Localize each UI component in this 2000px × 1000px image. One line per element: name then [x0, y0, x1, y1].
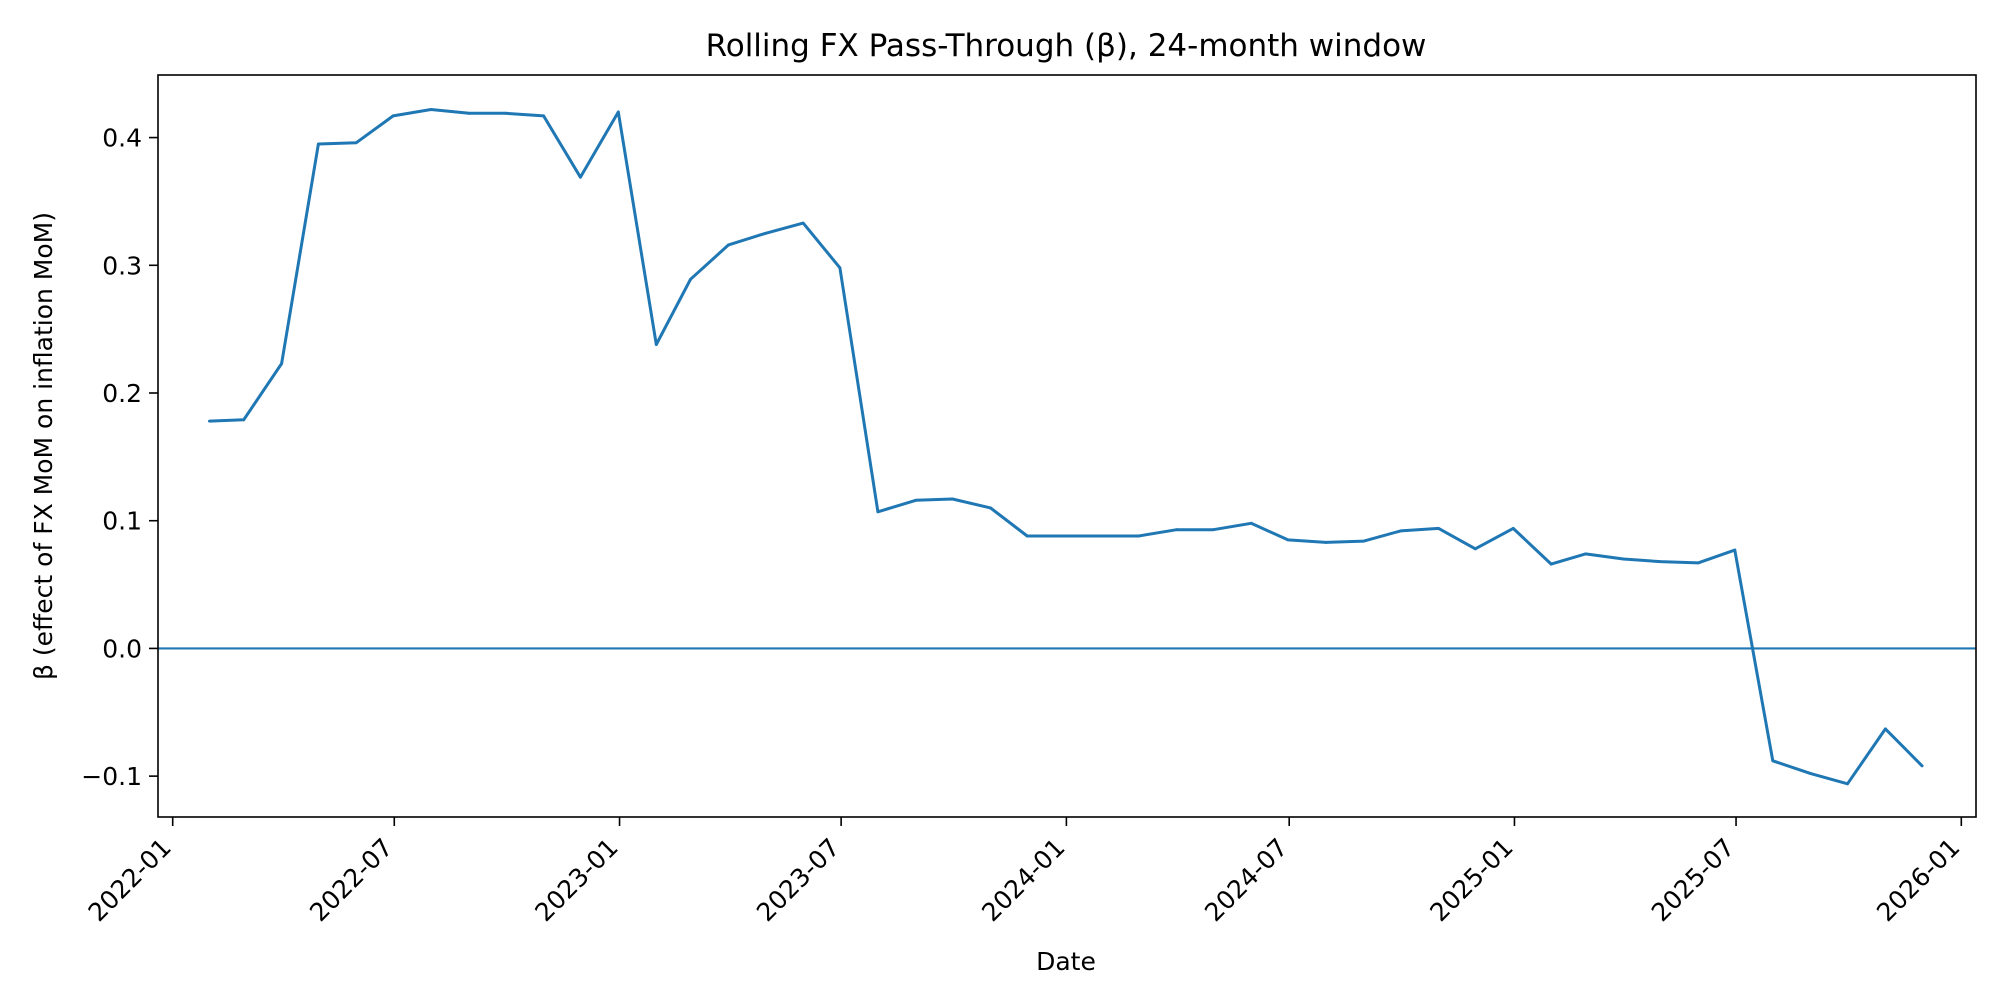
data-point: [763, 231, 767, 235]
x-tick-label: 2026-01: [1871, 833, 1965, 927]
x-tick-label: 2022-07: [304, 833, 398, 927]
x-tick-label: 2023-07: [751, 833, 845, 927]
data-point: [1399, 529, 1403, 533]
data-point: [1249, 521, 1253, 525]
data-point: [429, 108, 433, 111]
series-line: [209, 108, 1924, 786]
data-point: [838, 266, 842, 270]
data-point: [1101, 534, 1105, 538]
plot-area: [158, 108, 1976, 786]
data-point: [1175, 528, 1178, 532]
y-tick-label: 0.0: [102, 634, 142, 663]
x-tick-label: 2025-07: [1646, 833, 1740, 927]
data-point: [654, 343, 658, 346]
y-tick-label: 0.2: [102, 379, 142, 408]
x-tick-label: 2023-01: [529, 833, 623, 927]
data-point: [208, 419, 211, 423]
data-point: [1473, 547, 1477, 551]
data-point: [1511, 526, 1515, 530]
data-point: [578, 175, 582, 179]
data-point: [1211, 528, 1215, 532]
data-point: [1809, 772, 1813, 775]
data-point: [1549, 562, 1553, 566]
data-point: [1137, 534, 1141, 538]
data-point: [542, 114, 546, 118]
data-point: [1846, 782, 1849, 786]
y-tick-label: 0.1: [102, 507, 142, 536]
data-point: [801, 221, 805, 225]
x-tick-label: 2022-01: [83, 833, 177, 927]
data-point: [616, 110, 620, 114]
data-point: [689, 277, 692, 281]
data-point: [1286, 538, 1290, 542]
data-point: [1771, 759, 1775, 763]
data-point: [989, 506, 992, 510]
data-point: [1622, 557, 1625, 561]
y-tick-label: 0.3: [102, 251, 142, 280]
data-point: [1063, 534, 1067, 538]
x-tick-label: 2025-01: [1424, 833, 1518, 927]
data-point: [1584, 552, 1587, 556]
y-tick-label: 0.4: [102, 124, 142, 153]
data-point: [316, 142, 320, 146]
y-axis: −0.1 0.0 0.1 0.2 0.3 0.4: [81, 124, 158, 791]
data-point: [1437, 526, 1440, 530]
data-point: [1658, 560, 1662, 563]
data-point: [504, 111, 508, 115]
x-axis-label: Date: [1036, 947, 1096, 976]
x-axis: 2022-01 2022-07 2023-01 2023-07 2024-01 2024-…: [83, 817, 1966, 927]
data-point: [1324, 541, 1328, 544]
data-point: [242, 418, 246, 422]
data-point: [1025, 534, 1029, 538]
y-tick-label: −0.1: [81, 762, 142, 791]
axes-frame: [157, 74, 1977, 818]
data-point: [467, 111, 471, 115]
x-tick-label: 2024-01: [976, 833, 1070, 927]
data-point: [280, 362, 284, 366]
data-point: [1884, 727, 1887, 731]
data-point: [1733, 548, 1737, 552]
x-tick-label: 2024-07: [1199, 833, 1293, 927]
data-point: [727, 243, 730, 247]
y-axis-label: β (effect of FX MoM on inflation MoM): [29, 212, 58, 680]
data-point: [1696, 561, 1700, 565]
data-point: [914, 498, 918, 502]
data-point: [1362, 539, 1366, 543]
data-point: [951, 497, 954, 501]
data-point: [391, 114, 395, 118]
chart-title: Rolling FX Pass-Through (β), 24-month wi…: [706, 28, 1427, 64]
data-point: [354, 141, 358, 145]
data-point: [876, 510, 880, 514]
data-point: [1920, 764, 1924, 768]
